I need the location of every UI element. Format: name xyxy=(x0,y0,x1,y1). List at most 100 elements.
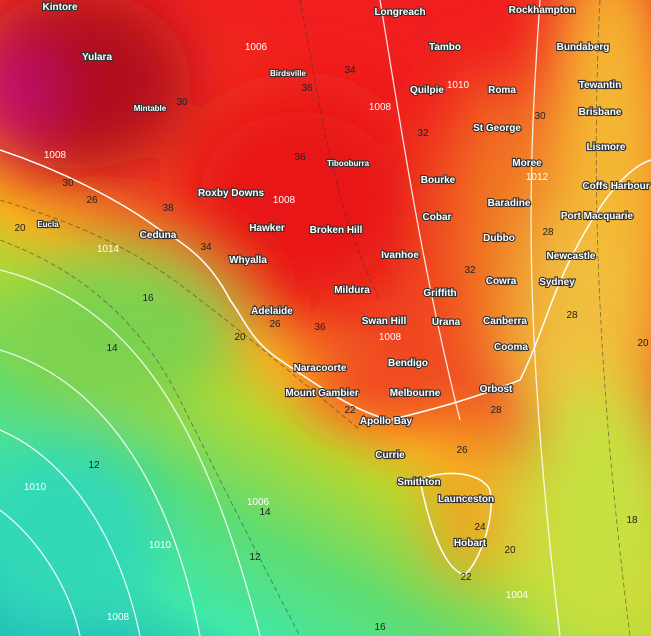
coastline xyxy=(0,149,651,421)
isobar-label: 1004 xyxy=(506,590,529,601)
isobar-label: 1006 xyxy=(247,497,270,508)
city-label: Baradine xyxy=(488,198,531,209)
city-label: St George xyxy=(473,123,521,134)
city-label: Broken Hill xyxy=(310,225,363,236)
isotherm-label: 26 xyxy=(86,195,98,206)
city-label: Hawker xyxy=(249,223,285,234)
isotherm-label: 14 xyxy=(259,507,271,518)
isotherm-label: 20 xyxy=(637,338,649,349)
city-label: Birdsville xyxy=(270,69,307,78)
city-label: Bourke xyxy=(421,175,456,186)
isotherm-label: 32 xyxy=(464,265,476,276)
city-label: Hobart xyxy=(454,538,487,549)
city-label: Sydney xyxy=(539,277,575,288)
city-label: Bendigo xyxy=(388,358,428,369)
tasmania xyxy=(419,472,492,576)
isotherm-label: 38 xyxy=(162,203,174,214)
isotherm-label: 28 xyxy=(566,310,578,321)
isotherm-label: 16 xyxy=(142,293,154,304)
isotherm-label: 32 xyxy=(417,128,429,139)
isotherm-label: 20 xyxy=(14,223,26,234)
city-label: Quilpie xyxy=(410,85,444,96)
isotherm-label: 14 xyxy=(106,343,118,354)
isobar-label: 1008 xyxy=(273,195,296,206)
city-label: Tambo xyxy=(429,42,461,53)
isotherm-label: 34 xyxy=(200,242,212,253)
isotherm-label: 20 xyxy=(504,545,516,556)
isotherm-label: 28 xyxy=(490,405,502,416)
city-label: Moree xyxy=(512,158,542,169)
isobar-label: 1014 xyxy=(97,244,120,255)
isotherm-label: 18 xyxy=(626,515,638,526)
city-label: Canberra xyxy=(483,316,527,327)
isotherm-label: 26 xyxy=(456,445,468,456)
city-label: Rockhampton xyxy=(509,5,576,16)
city-label: Roma xyxy=(488,85,516,96)
isotherm-label: 12 xyxy=(88,460,100,471)
isotherm-label: 22 xyxy=(344,405,356,416)
isotherm-label: 22 xyxy=(460,572,472,583)
city-label: Eucla xyxy=(37,220,59,229)
city-label: Mintable xyxy=(134,104,167,113)
city-label: Naracoorte xyxy=(294,363,347,374)
isotherm-label: 16 xyxy=(374,622,386,633)
city-label: Tibooburra xyxy=(327,159,370,168)
city-label: Currie xyxy=(375,450,405,461)
city-label: Bundaberg xyxy=(557,42,610,53)
city-label: Mildura xyxy=(334,285,370,296)
city-label: Kintore xyxy=(43,2,78,13)
isobar-label: 1008 xyxy=(107,612,130,623)
isobar-label: 1008 xyxy=(44,150,67,161)
city-label: Melbourne xyxy=(390,388,441,399)
isobars xyxy=(0,0,560,636)
city-label: Adelaide xyxy=(251,306,293,317)
city-label: Cooma xyxy=(494,342,528,353)
city-label: Newcastle xyxy=(547,251,596,262)
city-label: Roxby Downs xyxy=(198,188,265,199)
city-label: Griffith xyxy=(423,288,456,299)
city-label: Longreach xyxy=(374,7,425,18)
city-label: Ceduna xyxy=(140,230,177,241)
city-label: Cowra xyxy=(486,276,517,287)
isobar-label: 1008 xyxy=(369,102,392,113)
isotherm-label: 12 xyxy=(249,552,261,563)
city-label: Brisbane xyxy=(579,107,622,118)
city-label: Yulara xyxy=(82,52,112,63)
city-label: Smithton xyxy=(397,477,440,488)
isotherm-label: 26 xyxy=(269,319,281,330)
isobar-label: 1010 xyxy=(24,482,47,493)
isotherm-label: 36 xyxy=(301,83,313,94)
isotherm-label: 30 xyxy=(176,97,188,108)
city-label: Launceston xyxy=(438,494,494,505)
city-label: Swan Hill xyxy=(362,316,407,327)
city-label: Mount Gambier xyxy=(285,388,358,399)
isobar-label: 1012 xyxy=(526,172,549,183)
city-label: Apollo Bay xyxy=(360,416,413,427)
isotherm-label: 30 xyxy=(534,111,546,122)
isotherm-label: 34 xyxy=(344,65,356,76)
isotherm-label: 36 xyxy=(294,152,306,163)
isobar-label: 1006 xyxy=(245,42,268,53)
city-label: Dubbo xyxy=(483,233,515,244)
isobar-label: 1010 xyxy=(447,80,470,91)
isotherm-label: 24 xyxy=(474,522,486,533)
city-label: Cobar xyxy=(423,212,452,223)
city-label: Lismore xyxy=(587,142,626,153)
isotherm-label: 28 xyxy=(542,227,554,238)
labels: Kintore Longreach Rockhampton Yulara Tambo Bu… xyxy=(14,1,650,633)
isotherm-label: 30 xyxy=(62,178,74,189)
city-label: Port Macquarie xyxy=(561,211,634,222)
isobar-label: 1010 xyxy=(149,540,172,551)
city-label: Whyalla xyxy=(229,255,267,266)
isotherms xyxy=(0,0,631,636)
city-label: Tewantin xyxy=(579,80,622,91)
city-label: Urana xyxy=(432,317,461,328)
city-label: Orbost xyxy=(480,384,513,395)
city-label: Coffs Harbour xyxy=(582,181,649,192)
city-label: Ivanhoe xyxy=(381,250,419,261)
isotherm-label: 36 xyxy=(314,322,326,333)
isobar-label: 1008 xyxy=(379,332,402,343)
isotherm-label: 20 xyxy=(234,332,246,343)
